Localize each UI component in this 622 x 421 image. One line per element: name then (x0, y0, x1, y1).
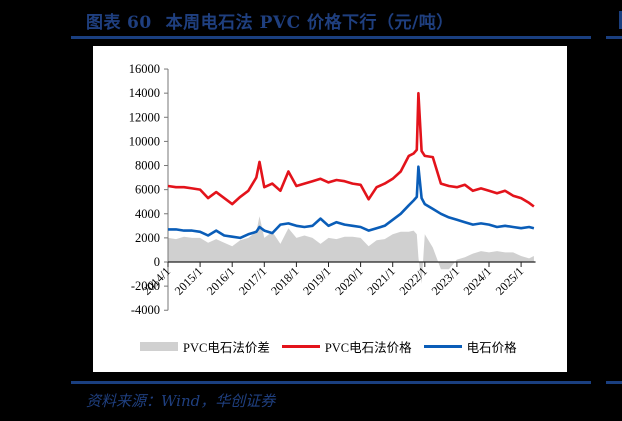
x-tick-label: 2021/1 (364, 264, 397, 297)
figure-title-text: 本周电石法 PVC 价格下行（元/吨） (165, 13, 454, 33)
footer-rule (71, 381, 591, 384)
x-tick-label: 2019/1 (300, 264, 333, 297)
y-tick-label: 0 (154, 255, 160, 269)
x-tick-label: 2020/1 (332, 264, 365, 297)
y-tick-label: 6000 (135, 183, 160, 197)
figure-number: 60 (127, 13, 152, 33)
y-tick-label: 16000 (129, 62, 160, 76)
chart-plot: 16000 14000 12000 10000 8000 6000 4000 2000 0 -20… (129, 62, 536, 317)
source-note: 资料来源：Wind，华创证券 (86, 392, 276, 410)
y-tick-label: 10000 (129, 134, 160, 148)
legend-swatch-carbide-price (423, 345, 462, 348)
x-tick-label: 2024/1 (461, 264, 494, 297)
x-tick-label: 2018/1 (268, 264, 301, 297)
y-tick-label: 2000 (135, 231, 160, 245)
spread-area (168, 216, 534, 284)
next-figure-edge (619, 11, 622, 29)
pvc-price-line (167, 91, 535, 208)
x-tick-label: 2015/1 (172, 264, 205, 297)
x-tick-label: 2023/1 (429, 264, 462, 297)
figure-label: 图表 (86, 13, 121, 33)
legend-swatch-pvc-price (281, 345, 320, 348)
legend-item-spread: PVC电石法价差 (140, 337, 270, 356)
x-tick-label: 2016/1 (204, 264, 237, 297)
y-tick-label: 14000 (129, 86, 160, 100)
y-tick-label: -2000 (131, 279, 160, 293)
legend-item-carbide-price: 电石价格 (423, 337, 517, 356)
next-figure-footer-rule (606, 381, 622, 384)
y-tick-label: 4000 (135, 207, 160, 221)
x-tick-label: 2022/1 (396, 264, 429, 297)
x-tick-label: 2017/1 (236, 264, 269, 297)
y-tick-label: 12000 (129, 110, 160, 124)
legend-item-pvc-price: PVC电石法价格 (281, 337, 412, 356)
y-tick-label: -4000 (131, 303, 160, 317)
title-underline (71, 36, 591, 39)
legend-label-spread: PVC电石法价差 (183, 341, 270, 355)
chart-panel: 16000 14000 12000 10000 8000 6000 4000 2000 0 -20… (93, 46, 567, 372)
chart-title: 图表 60 本周电石法 PVC 价格下行（元/吨） (86, 8, 454, 33)
legend-swatch-spread (140, 342, 178, 351)
legend: PVC电石法价差 PVC电石法价格 电石价格 (140, 337, 529, 356)
carbide-price-line (168, 165, 535, 240)
x-tick-label: 2025/1 (493, 264, 526, 297)
legend-label-pvc-price: PVC电石法价格 (324, 341, 412, 355)
y-tick-label: 8000 (135, 159, 160, 173)
legend-label-carbide-price: 电石价格 (466, 341, 517, 355)
next-figure-underline (606, 36, 622, 39)
